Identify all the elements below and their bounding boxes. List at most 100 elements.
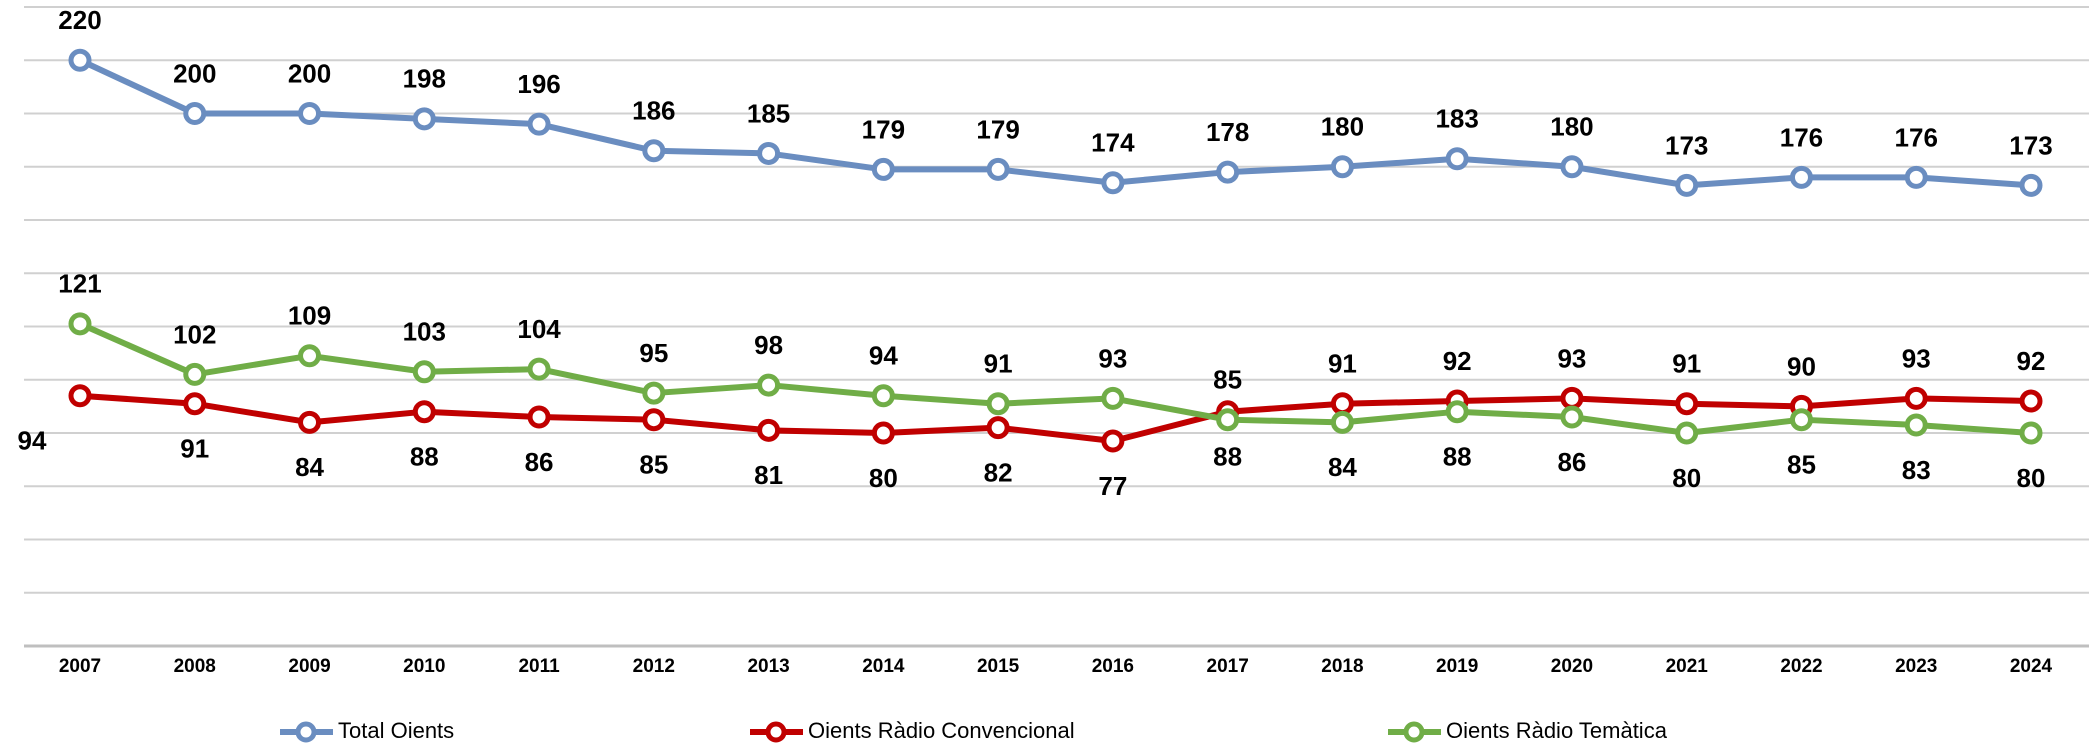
data-point [527,405,551,429]
x-tick-label: 2014 [862,656,905,677]
data-point [1445,400,1469,424]
data-label: 93 [1902,343,1931,373]
data-label: 196 [517,69,560,99]
data-point [986,392,1010,416]
data-point [68,312,92,336]
data-label: 80 [869,463,898,493]
data-point [412,400,436,424]
data-point [527,112,551,136]
data-point [1101,386,1125,410]
data-label: 84 [295,452,324,482]
data-label: 80 [2017,463,2046,493]
data-label: 94 [869,341,898,371]
data-label: 93 [1557,343,1586,373]
data-point [1330,155,1354,179]
data-label: 93 [1098,343,1127,373]
series-line [79,392,2032,444]
x-tick-label: 2022 [1780,656,1822,677]
data-label: 176 [1895,122,1938,152]
data-label: 95 [639,338,668,368]
data-point [757,418,781,442]
data-point [1904,165,1928,189]
x-tick-label: 2007 [59,656,101,677]
data-label: 88 [1213,442,1242,472]
data-label: 77 [1098,471,1127,501]
series-line [78,321,2032,436]
data-label: 179 [976,114,1019,144]
data-point [1330,392,1354,416]
data-point [871,421,895,445]
data-label: 80 [1672,463,1701,493]
data-point [1675,421,1699,445]
legend-marker [295,721,317,743]
legend-marker [1403,721,1425,743]
data-point [183,392,207,416]
data-label: 102 [173,319,216,349]
x-tick-label: 2009 [288,656,330,677]
data-label: 81 [754,460,783,490]
data-label: 83 [1902,455,1931,485]
data-label: 85 [1787,450,1816,480]
data-point [1216,160,1240,184]
data-point [412,107,436,131]
data-label: 84 [1328,452,1357,482]
data-point [412,360,436,384]
data-label: 104 [517,314,561,344]
x-tick-label: 2019 [1436,656,1478,677]
data-label: 98 [754,330,783,360]
data-point [642,408,666,432]
data-label: 180 [1550,112,1593,142]
data-label: 109 [288,301,331,331]
data-label: 103 [403,317,446,347]
data-point [1789,165,1813,189]
data-point [1675,392,1699,416]
data-label: 91 [180,434,209,464]
data-label: 88 [1443,442,1472,472]
data-point [871,384,895,408]
data-point [642,139,666,163]
x-tick-label: 2012 [633,656,675,677]
data-point [68,384,92,408]
data-label: 92 [1443,346,1472,376]
data-point [298,344,322,368]
data-point [1675,173,1699,197]
data-label: 173 [2009,130,2052,160]
data-label: 198 [403,64,446,94]
x-tick-label: 2016 [1092,656,1134,677]
data-point [183,102,207,125]
x-tick-label: 2017 [1207,656,1249,677]
data-point [757,141,781,165]
data-point [1560,405,1584,429]
legend-label: Oients Ràdio Convencional [808,718,1075,743]
data-point [986,416,1010,440]
data-label: 86 [525,447,554,477]
data-point [1904,413,1928,437]
data-label: 179 [862,114,905,144]
x-tick-label: 2018 [1321,656,1363,677]
data-label: 185 [747,98,790,128]
data-point [986,157,1010,181]
x-tick-label: 2008 [174,656,216,677]
data-label: 186 [632,96,675,126]
legend-label: Oients Ràdio Temàtica [1446,718,1668,743]
x-tick-label: 2011 [518,656,560,677]
legend-marker [765,721,787,743]
data-point [298,410,322,434]
data-label: 91 [1672,349,1701,379]
data-point [1560,155,1584,179]
series-line [78,57,2032,189]
x-tick-label: 2020 [1551,656,1593,677]
data-point [183,362,207,386]
data-point [2019,389,2043,413]
data-label: 178 [1206,117,1249,147]
data-label: 91 [1328,349,1357,379]
data-label: 91 [984,349,1013,379]
data-point [2019,421,2043,445]
data-point [1904,386,1928,410]
data-point [298,102,322,125]
x-tick-label: 2024 [2010,656,2053,677]
data-label: 200 [288,58,331,88]
data-point [2019,173,2043,197]
data-label: 88 [410,442,439,472]
